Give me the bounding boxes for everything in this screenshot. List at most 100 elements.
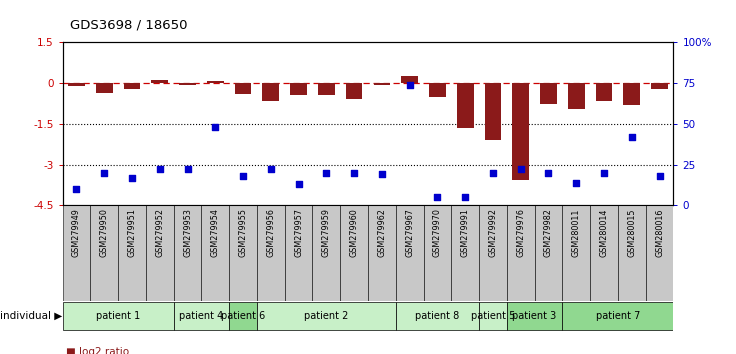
Point xyxy=(404,82,416,88)
Bar xyxy=(207,81,224,83)
Bar xyxy=(618,205,645,301)
Bar xyxy=(257,302,396,330)
Bar xyxy=(368,205,396,301)
Text: GSM280011: GSM280011 xyxy=(572,208,581,257)
Bar xyxy=(235,83,252,94)
Bar xyxy=(590,205,618,301)
Bar xyxy=(174,302,229,330)
Bar xyxy=(63,302,174,330)
Point xyxy=(654,173,665,179)
Bar xyxy=(68,83,85,86)
Text: GSM279959: GSM279959 xyxy=(322,208,331,257)
Text: GSM280016: GSM280016 xyxy=(655,208,664,257)
Point xyxy=(348,170,360,176)
Text: patient 8: patient 8 xyxy=(415,311,459,321)
Point xyxy=(459,194,471,200)
Bar xyxy=(623,83,640,105)
Bar xyxy=(91,205,118,301)
Bar xyxy=(651,83,668,89)
Text: GSM279991: GSM279991 xyxy=(461,208,470,257)
Bar xyxy=(257,205,285,301)
Text: GSM279967: GSM279967 xyxy=(405,208,414,257)
Bar xyxy=(645,205,673,301)
Bar xyxy=(540,83,557,103)
Bar xyxy=(396,205,423,301)
Text: GSM279976: GSM279976 xyxy=(516,208,526,257)
Bar xyxy=(396,302,479,330)
Text: patient 2: patient 2 xyxy=(304,311,349,321)
Bar xyxy=(534,205,562,301)
Text: GSM280015: GSM280015 xyxy=(627,208,637,257)
Text: patient 4: patient 4 xyxy=(180,311,224,321)
Bar xyxy=(479,205,507,301)
Point xyxy=(542,170,554,176)
Point xyxy=(99,170,110,176)
Bar xyxy=(401,76,418,83)
Bar xyxy=(479,302,507,330)
Point xyxy=(237,173,249,179)
Point xyxy=(598,170,610,176)
Text: GSM279954: GSM279954 xyxy=(210,208,220,257)
Bar xyxy=(290,83,307,96)
Bar xyxy=(118,205,146,301)
Text: GSM279955: GSM279955 xyxy=(238,208,247,257)
Point xyxy=(515,167,527,172)
Bar xyxy=(562,302,673,330)
Bar xyxy=(179,83,196,85)
Bar xyxy=(174,205,202,301)
Text: GSM279962: GSM279962 xyxy=(378,208,386,257)
Point xyxy=(154,167,166,172)
Bar xyxy=(313,205,340,301)
Bar xyxy=(512,83,529,179)
Bar xyxy=(285,205,313,301)
Bar xyxy=(263,83,279,101)
Bar xyxy=(146,205,174,301)
Text: GSM279956: GSM279956 xyxy=(266,208,275,257)
Point xyxy=(376,172,388,177)
Bar xyxy=(423,205,451,301)
Bar xyxy=(229,302,257,330)
Point xyxy=(626,134,637,140)
Text: patient 5: patient 5 xyxy=(471,311,515,321)
Bar xyxy=(124,83,141,88)
Text: GSM279953: GSM279953 xyxy=(183,208,192,257)
Text: GSM279951: GSM279951 xyxy=(127,208,136,257)
Bar xyxy=(202,205,229,301)
Bar xyxy=(340,205,368,301)
Text: GSM279970: GSM279970 xyxy=(433,208,442,257)
Text: GSM279992: GSM279992 xyxy=(489,208,498,257)
Bar xyxy=(346,83,362,99)
Point xyxy=(71,186,82,192)
Point xyxy=(126,175,138,181)
Bar xyxy=(318,83,335,96)
Text: patient 1: patient 1 xyxy=(96,311,141,321)
Point xyxy=(320,170,332,176)
Bar xyxy=(429,83,446,97)
Point xyxy=(431,194,443,200)
Point xyxy=(182,167,194,172)
Bar xyxy=(63,205,91,301)
Point xyxy=(487,170,499,176)
Text: patient 6: patient 6 xyxy=(221,311,265,321)
Bar xyxy=(451,205,479,301)
Bar xyxy=(457,83,473,128)
Bar xyxy=(595,83,612,101)
Text: patient 7: patient 7 xyxy=(595,311,640,321)
Bar xyxy=(152,80,168,83)
Text: GSM280014: GSM280014 xyxy=(600,208,609,257)
Text: GSM279960: GSM279960 xyxy=(350,208,358,257)
Bar xyxy=(568,83,584,109)
Point xyxy=(210,124,222,130)
Bar xyxy=(507,302,562,330)
Bar xyxy=(374,83,390,85)
Text: individual ▶: individual ▶ xyxy=(0,311,63,321)
Point xyxy=(570,180,582,185)
Text: GSM279952: GSM279952 xyxy=(155,208,164,257)
Bar xyxy=(507,205,534,301)
Text: ■ log2 ratio: ■ log2 ratio xyxy=(66,347,130,354)
Point xyxy=(265,167,277,172)
Bar xyxy=(96,83,113,93)
Text: GSM279957: GSM279957 xyxy=(294,208,303,257)
Text: patient 3: patient 3 xyxy=(512,311,556,321)
Bar xyxy=(484,83,501,140)
